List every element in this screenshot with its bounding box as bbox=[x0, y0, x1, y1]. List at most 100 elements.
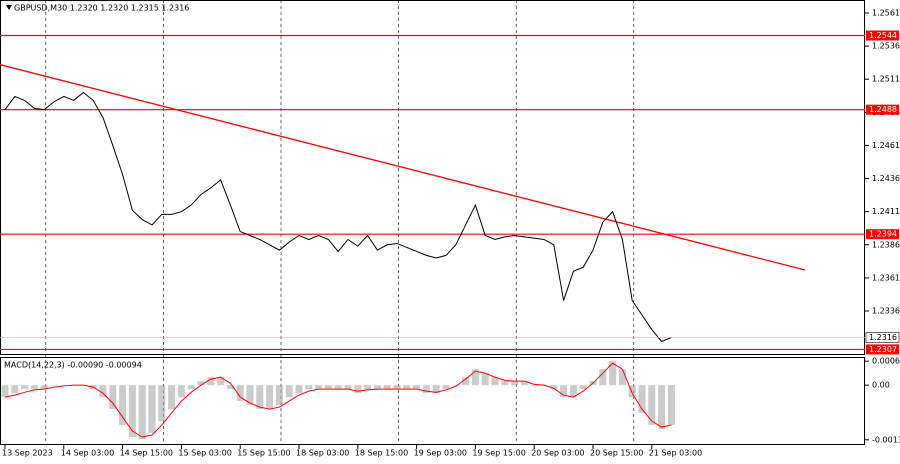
level-label: 1.2488 bbox=[869, 105, 897, 114]
level-label-box bbox=[866, 104, 899, 115]
macd-bar bbox=[128, 385, 136, 438]
macd-bar bbox=[334, 385, 342, 390]
macd-bar bbox=[60, 385, 68, 386]
main-frame bbox=[0, 0, 865, 355]
macd-bar bbox=[628, 385, 636, 398]
macd-bar bbox=[40, 385, 48, 390]
macd-frame bbox=[0, 357, 865, 445]
y-tick-label: 1.2361 bbox=[872, 273, 900, 282]
macd-bar bbox=[530, 385, 538, 386]
x-tick-label: 15 Sep 15:00 bbox=[237, 449, 290, 458]
menu-arrow[interactable] bbox=[6, 5, 12, 10]
macd-bar bbox=[187, 385, 195, 390]
macd-bar bbox=[599, 369, 607, 386]
macd-bar bbox=[197, 381, 205, 386]
macd-bar bbox=[511, 381, 519, 386]
level-label-box bbox=[866, 344, 899, 355]
level-label: 1.2544 bbox=[869, 31, 897, 40]
current-price-label: 1.2316 bbox=[869, 333, 897, 342]
x-tick-label: 13 Sep 2023 bbox=[2, 449, 53, 458]
price-line bbox=[4, 91, 672, 343]
macd-bar bbox=[667, 385, 675, 426]
level-label: 1.2394 bbox=[869, 230, 897, 239]
macd-bar bbox=[364, 385, 372, 390]
x-tick-label: 19 Sep 15:00 bbox=[472, 449, 525, 458]
y-tick-label: 1.2536 bbox=[872, 42, 900, 51]
macd-bar bbox=[658, 385, 666, 430]
macd-bar bbox=[520, 381, 528, 386]
macd-bar bbox=[138, 385, 146, 440]
macd-bar bbox=[315, 385, 323, 390]
y-tick-label: 1.2436 bbox=[872, 174, 900, 183]
macd-bar bbox=[21, 385, 29, 390]
macd-bar bbox=[550, 385, 558, 390]
macd-bar bbox=[305, 385, 313, 390]
y-tick-label: 1.2336 bbox=[872, 307, 900, 316]
x-tick-label: 15 Sep 03:00 bbox=[178, 449, 231, 458]
macd-bar bbox=[226, 385, 234, 390]
y-tick-label: 1.2511 bbox=[872, 75, 900, 84]
macd-bar bbox=[256, 385, 264, 410]
x-tick-label: 18 Sep 15:00 bbox=[355, 449, 408, 458]
macd-bar bbox=[383, 385, 391, 390]
level-label-box bbox=[866, 30, 899, 41]
macd-bar bbox=[442, 385, 450, 390]
macd-bar bbox=[462, 377, 470, 386]
macd-bar bbox=[491, 377, 499, 386]
macd-bar bbox=[560, 385, 568, 398]
macd-bar bbox=[246, 385, 254, 406]
current-price-box bbox=[865, 332, 900, 343]
macd-bar bbox=[422, 385, 430, 394]
y-tick-label: 1.2561 bbox=[872, 8, 900, 17]
x-tick-label: 21 Sep 03:00 bbox=[649, 449, 702, 458]
chart-title: GBPUSD,M30 1.2320 1.2320 1.2315 1.2316 bbox=[14, 4, 189, 13]
macd-bar bbox=[177, 385, 185, 398]
x-tick-label: 18 Sep 03:00 bbox=[296, 449, 349, 458]
macd-bar bbox=[638, 385, 646, 414]
macd-bar bbox=[609, 361, 617, 386]
macd-bar bbox=[481, 373, 489, 386]
macd-bar bbox=[413, 385, 421, 390]
macd-title: MACD(14,22,3) -0.00090 -0.00094 bbox=[4, 361, 142, 370]
macd-bar bbox=[217, 377, 225, 386]
x-tick-label: 14 Sep 15:00 bbox=[120, 449, 173, 458]
macd-bar bbox=[471, 369, 479, 386]
y-tick-label: 1.2461 bbox=[872, 141, 900, 150]
macd-bar bbox=[266, 385, 274, 410]
macd-bar bbox=[158, 385, 166, 422]
x-tick-label: 14 Sep 03:00 bbox=[61, 449, 114, 458]
macd-bar bbox=[275, 385, 283, 406]
macd-bar bbox=[285, 385, 293, 398]
macd-bar bbox=[344, 385, 352, 390]
x-tick-label: 19 Sep 03:00 bbox=[414, 449, 467, 458]
macd-bar bbox=[30, 385, 38, 390]
macd-bar bbox=[119, 385, 127, 426]
signal-line bbox=[4, 362, 672, 438]
macd-bar bbox=[50, 385, 58, 386]
macd-bar bbox=[403, 385, 411, 390]
macd-bar bbox=[148, 385, 156, 434]
level-label-box bbox=[866, 229, 899, 240]
trendline bbox=[0, 64, 806, 271]
macd-bar bbox=[11, 385, 19, 394]
macd-bar bbox=[295, 385, 303, 394]
macd-bar bbox=[569, 385, 577, 398]
macd-bar bbox=[99, 385, 107, 398]
macd-bar bbox=[373, 385, 381, 390]
macd-bar bbox=[393, 385, 401, 390]
x-tick-label: 20 Sep 03:00 bbox=[531, 449, 584, 458]
macd-bar bbox=[579, 385, 587, 390]
macd-bar bbox=[452, 385, 460, 386]
y-tick-label: 0.0006 bbox=[872, 357, 900, 366]
macd-bar bbox=[618, 369, 626, 386]
macd-bar bbox=[168, 385, 176, 410]
macd-bar bbox=[1, 385, 9, 398]
macd-bar bbox=[501, 381, 509, 386]
macd-bar bbox=[109, 385, 117, 410]
x-tick-label: 20 Sep 15:00 bbox=[590, 449, 643, 458]
macd-bar bbox=[648, 385, 656, 426]
y-tick-label: -0.00137 bbox=[872, 435, 900, 444]
macd-bar bbox=[236, 385, 244, 402]
macd-bar bbox=[324, 385, 332, 390]
